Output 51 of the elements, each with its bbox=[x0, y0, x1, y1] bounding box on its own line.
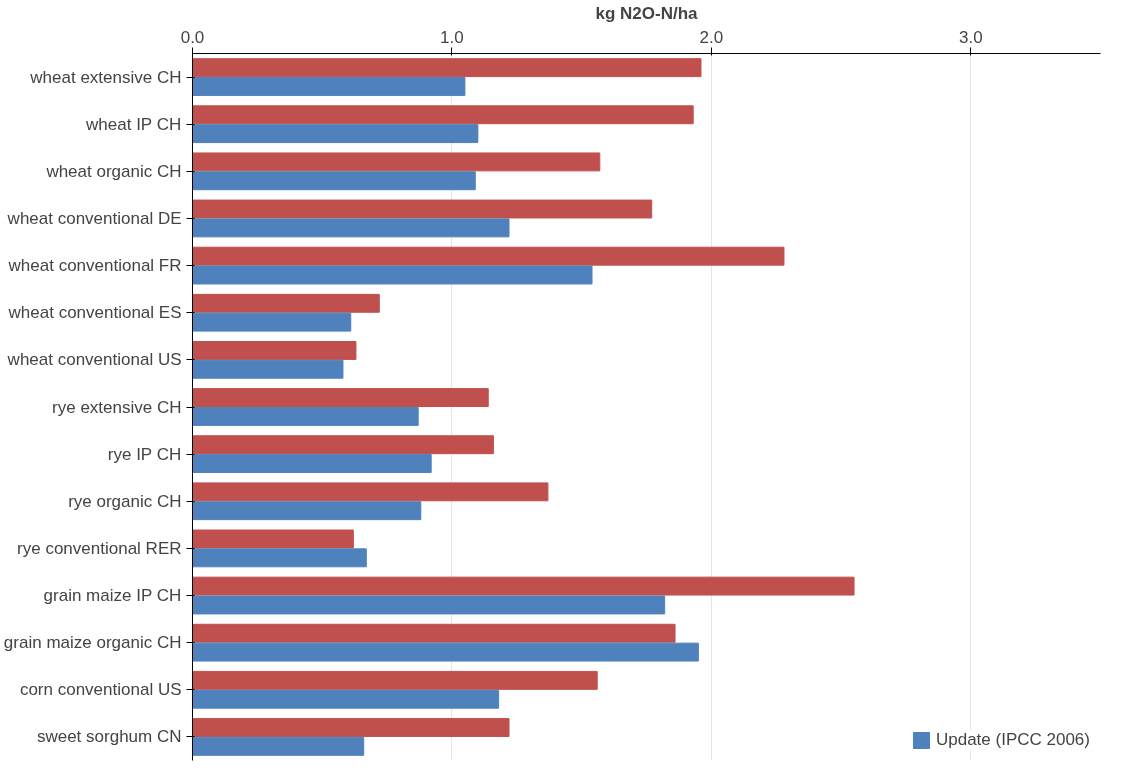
y-tick-label: rye conventional RER bbox=[17, 538, 182, 558]
y-tick-label: wheat conventional ES bbox=[7, 303, 182, 323]
bar bbox=[192, 736, 365, 756]
bar bbox=[192, 718, 510, 737]
bar bbox=[192, 199, 653, 219]
bar bbox=[192, 642, 699, 662]
y-tick-label: wheat organic CH bbox=[45, 161, 182, 181]
bar bbox=[192, 218, 510, 238]
x-axis-title: kg N2O-N/ha bbox=[595, 3, 699, 23]
bar bbox=[192, 501, 422, 521]
y-tick-label: rye organic CH bbox=[68, 491, 182, 511]
bar bbox=[192, 359, 344, 379]
bar bbox=[192, 171, 476, 191]
x-tick-label: 1.0 bbox=[440, 27, 464, 47]
bar bbox=[192, 77, 466, 96]
legend-label: Update (IPCC 2006) bbox=[935, 730, 1090, 750]
y-tick-label: grain maize organic CH bbox=[3, 633, 182, 653]
bar bbox=[192, 689, 500, 709]
bar bbox=[192, 623, 676, 643]
bar bbox=[192, 340, 357, 360]
bar bbox=[192, 670, 598, 690]
y-tick-label: rye extensive CH bbox=[52, 397, 182, 417]
bar bbox=[192, 293, 380, 313]
x-tick-label: 3.0 bbox=[958, 27, 983, 47]
y-tick-label: wheat IP CH bbox=[85, 114, 182, 134]
x-tick-label: 2.0 bbox=[699, 27, 724, 47]
bar bbox=[192, 265, 593, 285]
bar bbox=[192, 548, 367, 568]
bar bbox=[192, 529, 354, 549]
bar bbox=[192, 246, 785, 266]
x-tick-label: 0.0 bbox=[180, 27, 205, 47]
y-tick-label: wheat conventional FR bbox=[7, 256, 182, 276]
y-tick-label: wheat conventional DE bbox=[6, 208, 182, 228]
bar bbox=[192, 595, 666, 615]
y-tick-label: wheat extensive CH bbox=[29, 67, 182, 87]
bar bbox=[192, 388, 489, 408]
bar bbox=[192, 124, 479, 144]
bar bbox=[192, 105, 694, 125]
bar bbox=[192, 435, 494, 455]
bar bbox=[192, 58, 702, 78]
bar bbox=[192, 406, 419, 426]
y-tick-label: rye IP CH bbox=[107, 444, 182, 464]
y-tick-label: corn conventional US bbox=[19, 680, 182, 700]
bar bbox=[192, 482, 549, 502]
y-tick-label: grain maize IP CH bbox=[43, 586, 182, 606]
bar bbox=[192, 152, 601, 172]
bar bbox=[192, 454, 432, 474]
y-tick-label: wheat conventional US bbox=[6, 350, 182, 370]
bar bbox=[192, 576, 855, 596]
y-tick-label: sweet sorghum CN bbox=[36, 727, 182, 747]
bar bbox=[192, 312, 352, 332]
